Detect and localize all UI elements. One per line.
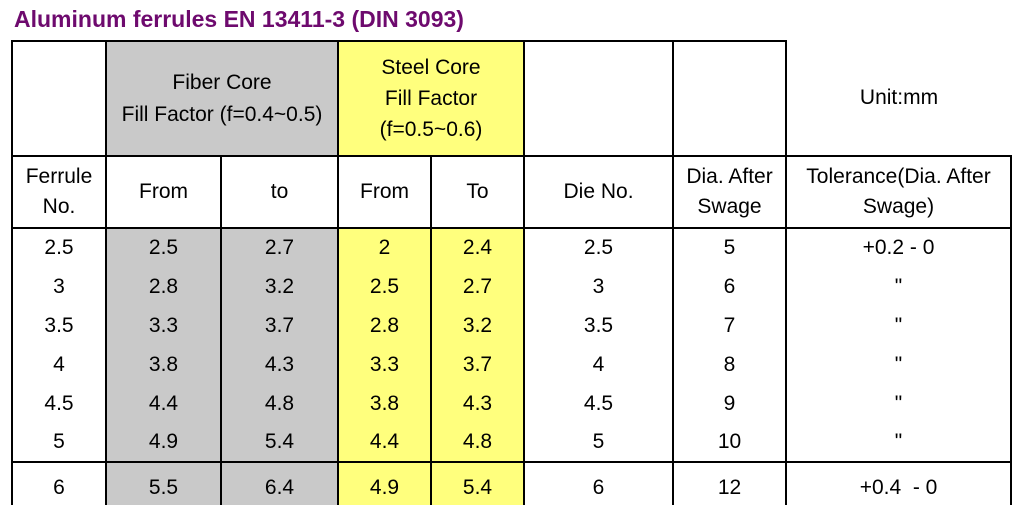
cell-ferrule-no: 6 [11, 461, 107, 505]
cell-ferrule-no: 3.5 [11, 306, 107, 345]
col-header-ferrule-no: Ferrule No. [11, 155, 107, 229]
cell-dia-after-swage: 9 [672, 384, 788, 423]
cell-fiber-from: 2.5 [105, 228, 222, 267]
cell-fiber-to: 4.3 [220, 345, 339, 384]
cell-fiber-to: 4.8 [220, 384, 339, 423]
empty-cell-dia [672, 40, 788, 157]
cell-die-no: 4 [523, 345, 675, 384]
col-header-dia-after-swage: Dia. After Swage [672, 155, 788, 229]
cell-dia-after-swage: 10 [672, 423, 788, 462]
cell-tolerance: " [785, 306, 1013, 345]
col-header-fiber-to: to [220, 155, 339, 229]
cell-tolerance: " [785, 384, 1013, 423]
cell-ferrule-no: 2.5 [11, 228, 107, 267]
cell-fiber-from: 2.8 [105, 267, 222, 306]
cell-die-no: 6 [523, 461, 675, 505]
cell-fiber-from: 3.3 [105, 306, 222, 345]
cell-ferrule-no: 3 [11, 267, 107, 306]
cell-steel-to: 5.4 [429, 461, 526, 505]
cell-steel-to: 3.2 [429, 306, 526, 345]
unit-label: Unit:mm [785, 41, 1012, 157]
col-header-tolerance: Tolerance(Dia. After Swage) [785, 155, 1013, 229]
cell-steel-to: 2.7 [429, 267, 526, 306]
col-header-fiber-from: From [105, 155, 222, 229]
cell-tolerance: +0.2 - 0 [785, 228, 1013, 267]
cell-steel-from: 2.8 [337, 306, 432, 345]
cell-fiber-to: 6.4 [220, 461, 339, 505]
fiber-core-group-header: Fiber Core Fill Factor (f=0.4~0.5) [105, 40, 339, 157]
cell-steel-to: 3.7 [429, 345, 526, 384]
cell-steel-to: 4.3 [429, 384, 526, 423]
cell-steel-from: 4.4 [337, 423, 432, 462]
empty-cell-die [523, 40, 675, 157]
cell-tolerance: " [785, 345, 1013, 384]
steel-core-group-header: Steel Core Fill Factor (f=0.5~0.6) [336, 40, 526, 157]
table-row: 3.5 3.3 3.7 2.8 3.2 3.5 7 " [11, 306, 1013, 345]
col-header-steel-to: To [429, 155, 526, 229]
table-row: 4 3.8 4.3 3.3 3.7 4 8 " [11, 345, 1013, 384]
page-title: Aluminum ferrules EN 13411-3 (DIN 3093) [14, 6, 464, 32]
table-row: 3 2.8 3.2 2.5 2.7 3 6 " [11, 267, 1013, 306]
cell-fiber-from: 3.8 [105, 345, 222, 384]
col-header-die-no: Die No. [523, 155, 675, 229]
table-row: 5 4.9 5.4 4.4 4.8 5 10 " [11, 423, 1013, 462]
cell-dia-after-swage: 5 [672, 228, 788, 267]
cell-ferrule-no: 5 [11, 423, 107, 462]
cell-fiber-to: 2.7 [220, 228, 339, 267]
cell-fiber-from: 4.9 [105, 423, 222, 462]
cell-die-no: 2.5 [523, 228, 675, 267]
cell-ferrule-no: 4.5 [11, 384, 107, 423]
table-row: 4.5 4.4 4.8 3.8 4.3 4.5 9 " [11, 384, 1013, 423]
cell-dia-after-swage: 12 [672, 461, 788, 505]
cell-ferrule-no: 4 [11, 345, 107, 384]
table-row: 2.5 2.5 2.7 2 2.4 2.5 5 +0.2 - 0 [11, 228, 1013, 267]
cell-fiber-to: 3.7 [220, 306, 339, 345]
cell-steel-from: 2.5 [337, 267, 432, 306]
cell-steel-to: 2.4 [429, 228, 526, 267]
cell-die-no: 3 [523, 267, 675, 306]
cell-tolerance: " [785, 267, 1013, 306]
cell-dia-after-swage: 8 [672, 345, 788, 384]
col-header-steel-from: From [337, 155, 432, 229]
cell-die-no: 3.5 [523, 306, 675, 345]
empty-corner-cell [11, 40, 107, 157]
column-header-row: Ferrule No. From to From To Die No. Dia.… [11, 155, 1013, 229]
cell-fiber-from: 4.4 [105, 384, 222, 423]
cell-fiber-to: 3.2 [220, 267, 339, 306]
cell-die-no: 5 [523, 423, 675, 462]
cell-steel-from: 2 [337, 228, 432, 267]
cell-tolerance: " [785, 423, 1013, 462]
ferrule-spec-table: Fiber Core Fill Factor (f=0.4~0.5) Steel… [11, 40, 1013, 505]
cell-tolerance: +0.4 - 0 [785, 461, 1013, 505]
table-row: 6 5.5 6.4 4.9 5.4 6 12 +0.4 - 0 [11, 461, 1013, 505]
cell-die-no: 4.5 [523, 384, 675, 423]
cell-steel-to: 4.8 [429, 423, 526, 462]
cell-dia-after-swage: 6 [672, 267, 788, 306]
group-header-row: Fiber Core Fill Factor (f=0.4~0.5) Steel… [11, 40, 1012, 157]
cell-steel-from: 3.8 [337, 384, 432, 423]
cell-fiber-from: 5.5 [105, 461, 222, 505]
cell-dia-after-swage: 7 [672, 306, 788, 345]
cell-steel-from: 4.9 [337, 461, 432, 505]
cell-fiber-to: 5.4 [220, 423, 339, 462]
cell-steel-from: 3.3 [337, 345, 432, 384]
